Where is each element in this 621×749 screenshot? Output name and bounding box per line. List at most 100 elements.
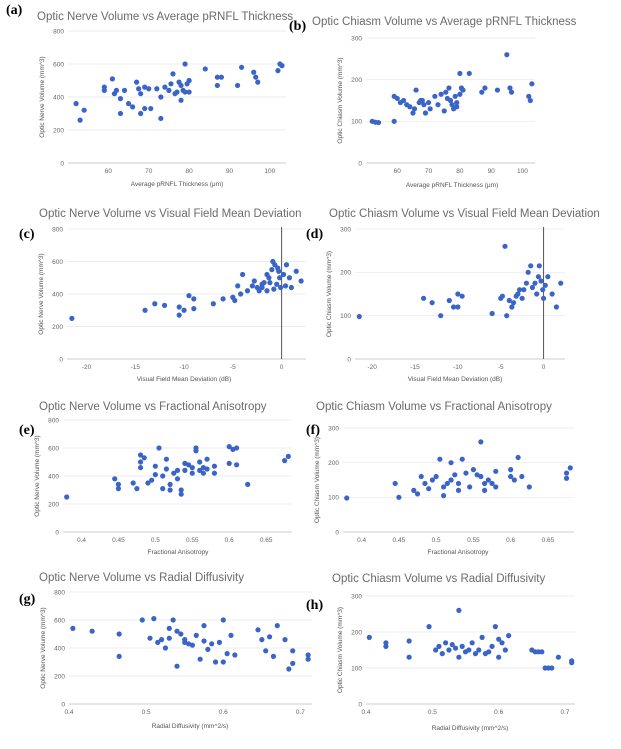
y-tick-label: 300 — [328, 425, 339, 432]
data-point — [563, 475, 570, 481]
data-point — [113, 87, 120, 93]
panel-e: (e) Optic Nerve Volume vs Fractional Anis… — [19, 401, 292, 556]
data-point — [432, 93, 438, 99]
x-tick-label: 0.6 — [506, 537, 515, 544]
data-point — [476, 647, 482, 653]
data-point — [182, 61, 188, 67]
data-point — [134, 486, 140, 492]
data-point — [509, 304, 515, 310]
data-point — [233, 462, 240, 468]
data-point — [440, 484, 447, 490]
data-point — [508, 473, 514, 480]
data-point — [459, 456, 465, 462]
data-point — [285, 453, 291, 459]
data-point — [455, 480, 462, 487]
data-point — [549, 291, 555, 297]
y-tick-label: 800 — [53, 28, 64, 35]
data-point — [101, 84, 107, 90]
data-point — [446, 647, 452, 653]
y-axis-label: Optic Nerve Volume (mm^3) — [34, 435, 41, 516]
data-point — [290, 648, 296, 654]
data-point — [158, 115, 164, 122]
data-point — [185, 462, 192, 468]
data-point — [443, 640, 449, 646]
data-point — [305, 656, 311, 662]
data-point — [502, 243, 508, 249]
y-tick-label: 200 — [52, 324, 63, 331]
data-point — [202, 66, 208, 72]
data-point — [270, 653, 277, 660]
data-point — [141, 455, 147, 461]
data-point — [429, 300, 435, 306]
data-point — [160, 486, 166, 492]
data-point — [536, 263, 542, 269]
y-tick-label: 600 — [48, 445, 59, 452]
data-point — [116, 653, 122, 660]
data-point — [414, 491, 421, 497]
data-point — [152, 301, 158, 307]
data-point — [540, 287, 546, 293]
data-point — [452, 472, 458, 478]
data-point — [305, 652, 311, 658]
data-point — [142, 307, 148, 313]
y-axis-label: Optic Chiasm Volume (mm^3) — [314, 437, 321, 523]
data-point — [542, 282, 548, 288]
data-point — [282, 458, 288, 464]
data-point — [436, 643, 442, 650]
data-point — [422, 110, 429, 116]
data-point — [472, 651, 479, 657]
data-point — [515, 454, 521, 461]
data-point — [527, 97, 533, 104]
data-point — [448, 460, 454, 466]
data-point — [264, 288, 270, 294]
data-point — [535, 274, 542, 280]
data-point — [529, 81, 535, 87]
x-tick-label: 0.7 — [296, 709, 305, 716]
data-point — [283, 262, 290, 268]
y-tick-label: 200 — [54, 673, 65, 680]
data-point — [204, 456, 210, 462]
x-tick-label: 0.6 — [219, 709, 228, 716]
data-point — [438, 313, 444, 319]
data-point — [142, 84, 148, 90]
data-point — [443, 89, 449, 95]
data-point — [174, 663, 180, 669]
data-point — [396, 494, 402, 500]
x-tick-label: -10 — [453, 364, 463, 371]
panel-label: (a) — [6, 3, 23, 18]
data-point — [226, 460, 232, 466]
y-tick-label: 800 — [54, 589, 65, 596]
data-point — [528, 263, 534, 269]
data-point — [162, 84, 168, 90]
data-point — [567, 465, 573, 471]
y-tick-label: 0 — [358, 160, 362, 167]
data-point — [455, 304, 461, 310]
y-tick-label: 0 — [335, 529, 339, 536]
data-point — [444, 480, 450, 487]
data-point — [504, 52, 510, 58]
data-point — [266, 634, 273, 640]
data-point — [448, 477, 454, 483]
x-tick-label: 0.7 — [561, 709, 570, 716]
chart-title: Optic Nerve Volume vs Fractional Anisotr… — [39, 401, 267, 413]
x-tick-label: 70 — [425, 168, 433, 175]
data-point — [166, 635, 172, 641]
x-tick-label: 60 — [105, 168, 113, 175]
data-point — [418, 473, 424, 480]
x-tick-label: 80 — [185, 168, 193, 175]
data-point — [148, 105, 154, 112]
data-point — [220, 296, 226, 302]
x-tick-label: 0.4 — [361, 709, 370, 716]
data-point — [151, 616, 157, 622]
panel-label: (g) — [19, 592, 36, 607]
data-point — [267, 280, 273, 286]
data-point — [154, 86, 160, 92]
data-point — [463, 470, 469, 476]
x-tick-label: 70 — [145, 168, 153, 175]
data-point — [366, 634, 372, 641]
y-axis-label: Optic Nerve Volume (mm^3) — [39, 56, 46, 137]
y-tick-label: 100 — [351, 665, 362, 672]
data-point — [532, 280, 538, 286]
data-point — [506, 633, 512, 639]
data-point — [420, 295, 427, 301]
